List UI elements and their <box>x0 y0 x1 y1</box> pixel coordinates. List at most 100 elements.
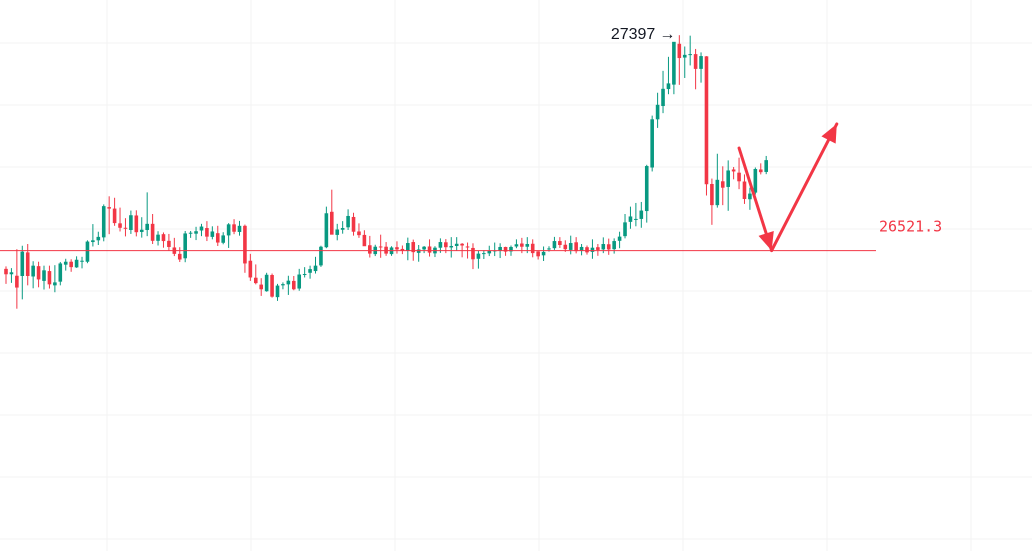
candle <box>351 212 356 236</box>
candle-body <box>661 88 665 107</box>
candle <box>253 264 258 285</box>
candle-body <box>368 245 372 254</box>
candle-body <box>291 280 296 290</box>
candle-body <box>476 253 481 259</box>
candle-body <box>112 208 117 224</box>
candle-body <box>731 169 736 172</box>
candle-body <box>91 240 95 243</box>
candle-body <box>503 246 508 252</box>
candle-body <box>85 241 90 262</box>
candle <box>150 214 155 245</box>
candle <box>384 242 388 256</box>
candle-body <box>427 246 432 253</box>
candle-body <box>715 179 720 206</box>
candle <box>286 275 291 295</box>
candle-body <box>308 269 312 273</box>
candle <box>237 220 242 236</box>
candle <box>167 233 171 251</box>
candle-body <box>281 284 285 286</box>
candle <box>112 197 117 226</box>
candle <box>139 217 144 238</box>
candle-body <box>596 247 600 250</box>
candle-body <box>36 266 41 280</box>
candle-body <box>411 242 416 253</box>
candle <box>378 234 383 258</box>
candle <box>96 231 101 245</box>
candle-body <box>460 243 464 246</box>
candle <box>623 214 627 239</box>
candle <box>395 241 399 254</box>
candle <box>720 166 725 206</box>
candle-body <box>574 242 578 252</box>
candle-body <box>525 244 530 247</box>
candle-body <box>471 247 475 260</box>
candle-body <box>585 247 589 253</box>
high-price-label: 27397 <box>611 26 656 43</box>
candle-body <box>644 166 649 212</box>
candle <box>628 206 633 229</box>
candle-body <box>438 242 443 248</box>
candle-body <box>188 232 193 234</box>
candle-body <box>194 231 198 234</box>
candle-body <box>465 246 470 248</box>
candle <box>74 256 79 268</box>
candle <box>454 237 459 251</box>
candle <box>134 210 139 237</box>
candle <box>118 207 122 232</box>
candle <box>188 230 193 238</box>
candle <box>319 245 323 267</box>
candle-body <box>107 207 111 209</box>
candle <box>123 218 128 237</box>
candle-body <box>509 246 513 252</box>
candle <box>47 265 52 289</box>
high-pointer-arrow-icon: → <box>659 26 675 43</box>
candle <box>422 245 426 254</box>
candle <box>568 235 573 255</box>
candle <box>748 187 752 210</box>
candle <box>275 283 280 301</box>
candle <box>80 256 84 269</box>
candle-body <box>693 54 698 69</box>
candle-body <box>161 234 166 242</box>
candle-body <box>742 181 747 199</box>
candle <box>335 223 340 241</box>
projection-arrow-shaft <box>770 122 839 253</box>
candle-body <box>748 193 752 200</box>
candle-body <box>156 234 160 241</box>
candle-body <box>275 285 280 298</box>
candle-body <box>47 271 52 285</box>
candle-body <box>444 242 448 248</box>
candle-body <box>395 247 399 250</box>
candle <box>199 223 204 237</box>
arrowhead-icon <box>758 231 774 251</box>
candle-body <box>449 245 454 248</box>
candle-body <box>129 215 133 230</box>
candle-body <box>520 243 524 247</box>
candle <box>308 265 312 279</box>
candle <box>704 56 709 196</box>
candle <box>156 231 160 246</box>
candle <box>563 240 568 252</box>
candle <box>297 268 302 291</box>
candle <box>590 239 595 259</box>
candle <box>606 238 611 255</box>
candle-body <box>118 223 122 228</box>
candle-body <box>286 280 291 285</box>
candle <box>15 249 19 309</box>
candle <box>248 253 253 281</box>
candle <box>172 237 177 257</box>
candle <box>226 223 231 248</box>
candle-body <box>400 248 405 251</box>
candle-body <box>568 243 573 250</box>
candle-body <box>232 224 236 232</box>
candle-body <box>264 274 269 292</box>
candle <box>471 243 475 270</box>
candle-body <box>139 229 144 232</box>
candle <box>183 230 187 263</box>
candle <box>514 239 519 249</box>
candle-body <box>541 251 546 256</box>
candle <box>232 219 236 235</box>
candle <box>536 251 540 260</box>
